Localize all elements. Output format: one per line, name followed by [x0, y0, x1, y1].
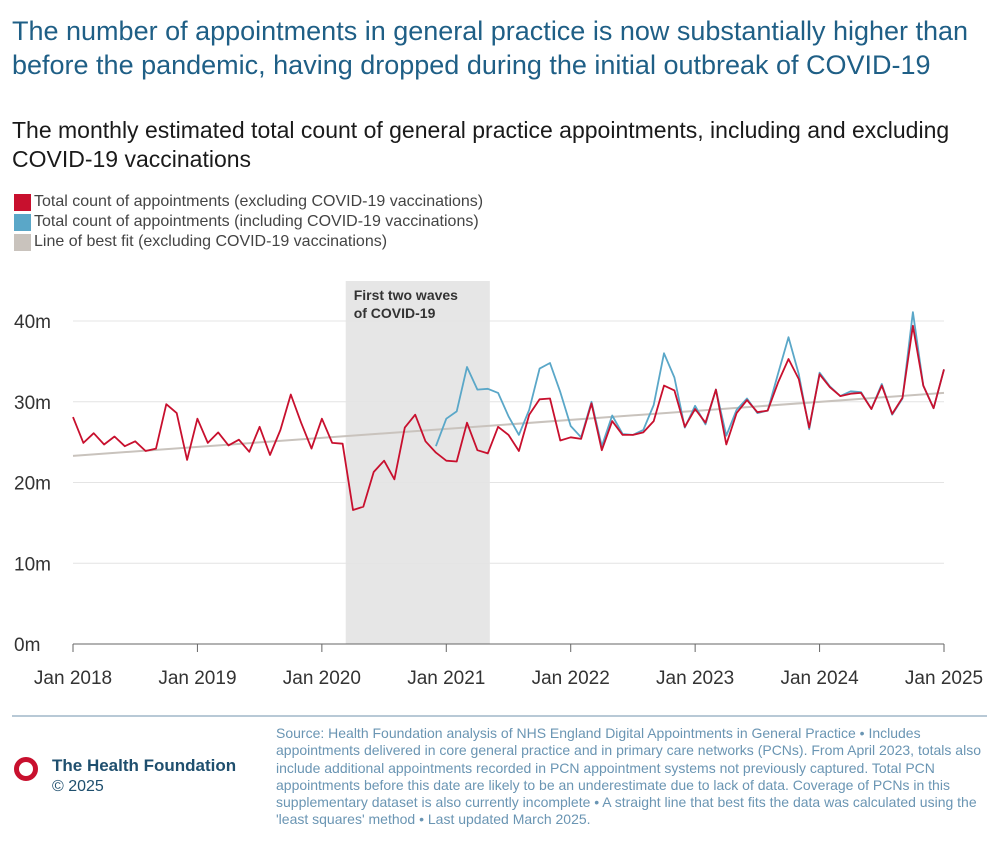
legend-item-best-fit: Line of best fit (excluding COVID-19 vac…: [14, 232, 483, 252]
footer-divider: [12, 715, 987, 717]
legend-label-excluding: Total count of appointments (excluding C…: [34, 193, 484, 210]
x-tick-label-7: Jan 2025: [905, 668, 983, 689]
x-tick-label-2: Jan 2020: [283, 668, 361, 689]
copyright: © 2025: [52, 778, 104, 795]
y-tick-label-4: 40m: [14, 312, 51, 333]
legend: Total count of appointments (excluding C…: [14, 192, 483, 252]
legend-item-including: Total count of appointments (including C…: [14, 212, 483, 232]
health-foundation-logo-icon: [14, 757, 38, 781]
legend-swatch-best-fit: [14, 233, 31, 251]
brand: The Health Foundation © 2025: [14, 755, 236, 797]
legend-swatch-excluding: [14, 193, 31, 211]
legend-label-best-fit: Line of best fit (excluding COVID-19 vac…: [34, 233, 388, 250]
series-line-including-vaccinations: [435, 311, 945, 448]
y-tick-label-0: 0m: [14, 635, 40, 656]
x-tick-label-6: Jan 2024: [780, 668, 859, 689]
chart-title: The number of appointments in general pr…: [12, 16, 969, 80]
chart-subtitle: The monthly estimated total count of gen…: [12, 117, 950, 172]
covid-waves-label-0: First two waves: [354, 287, 458, 303]
series-line-excluding-vaccinations: [72, 324, 945, 511]
x-tick-label-4: Jan 2022: [532, 668, 610, 689]
x-tick-label-1: Jan 2019: [158, 668, 236, 689]
x-tick-label-0: Jan 2018: [34, 668, 112, 689]
source-note: Source: Health Foundation analysis of NH…: [276, 725, 981, 828]
covid-waves-band: [345, 281, 490, 644]
covid-waves-label-1: of COVID-19: [354, 305, 436, 321]
x-tick-label-3: Jan 2021: [407, 668, 485, 689]
legend-label-including: Total count of appointments (including C…: [34, 213, 479, 230]
y-tick-label-2: 20m: [14, 474, 51, 495]
brand-name: The Health Foundation: [52, 756, 237, 775]
best-fit-line: [72, 391, 945, 457]
y-tick-label-1: 10m: [14, 554, 51, 575]
x-tick-label-5: Jan 2023: [656, 668, 734, 689]
y-tick-label-3: 30m: [14, 393, 51, 414]
legend-swatch-including: [14, 213, 31, 231]
legend-item-excluding: Total count of appointments (excluding C…: [14, 192, 483, 212]
